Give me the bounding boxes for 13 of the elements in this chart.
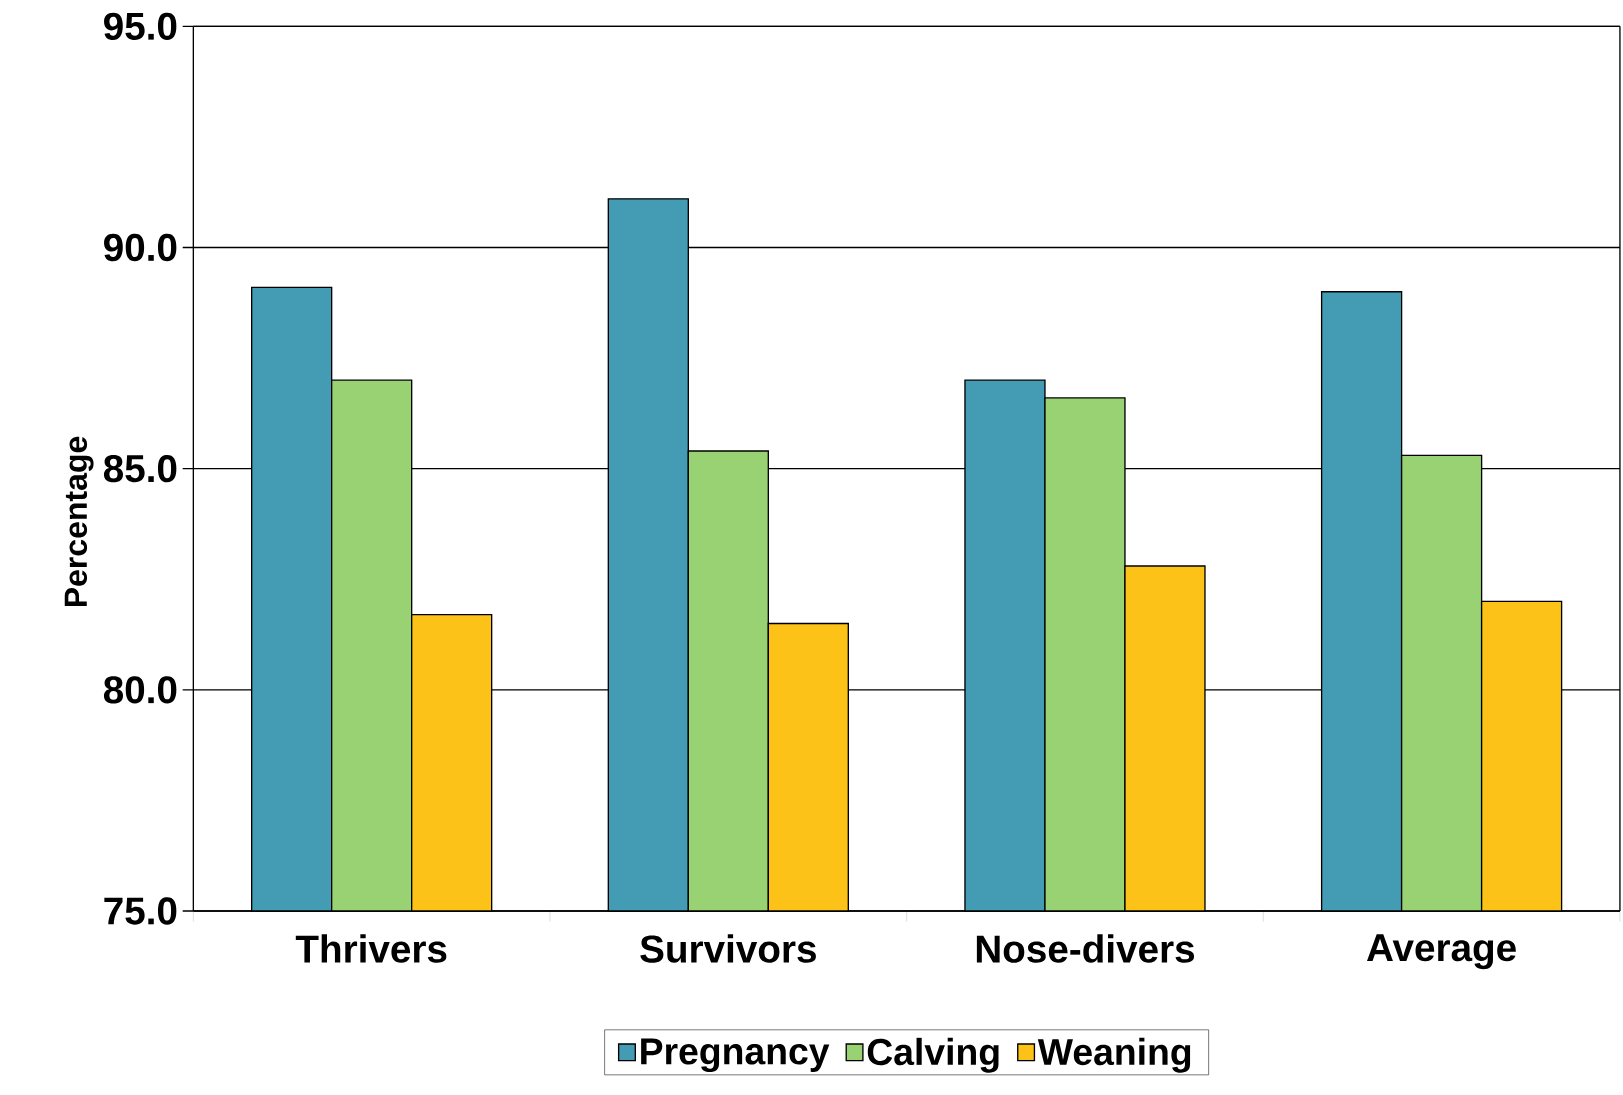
legend-label: Calving <box>867 1037 999 1073</box>
y-axis-title: Percentage <box>64 436 94 607</box>
x-tick-label: Survivors <box>640 934 816 963</box>
x-tick-label: Thrivers <box>295 934 447 963</box>
y-tick-label: 80.0 <box>103 676 177 704</box>
legend-label: Weaning <box>1037 1037 1191 1073</box>
y-tick-label: 95.0 <box>104 12 177 41</box>
y-tick-label: 90.0 <box>104 233 177 262</box>
x-tick-label: Nose-divers <box>976 934 1195 963</box>
y-tick-label: 85.0 <box>103 454 177 483</box>
legend-label: Pregnancy <box>641 1038 830 1073</box>
x-tick-label: Average <box>1366 934 1516 970</box>
y-tick-label: 75.0 <box>104 897 177 925</box>
